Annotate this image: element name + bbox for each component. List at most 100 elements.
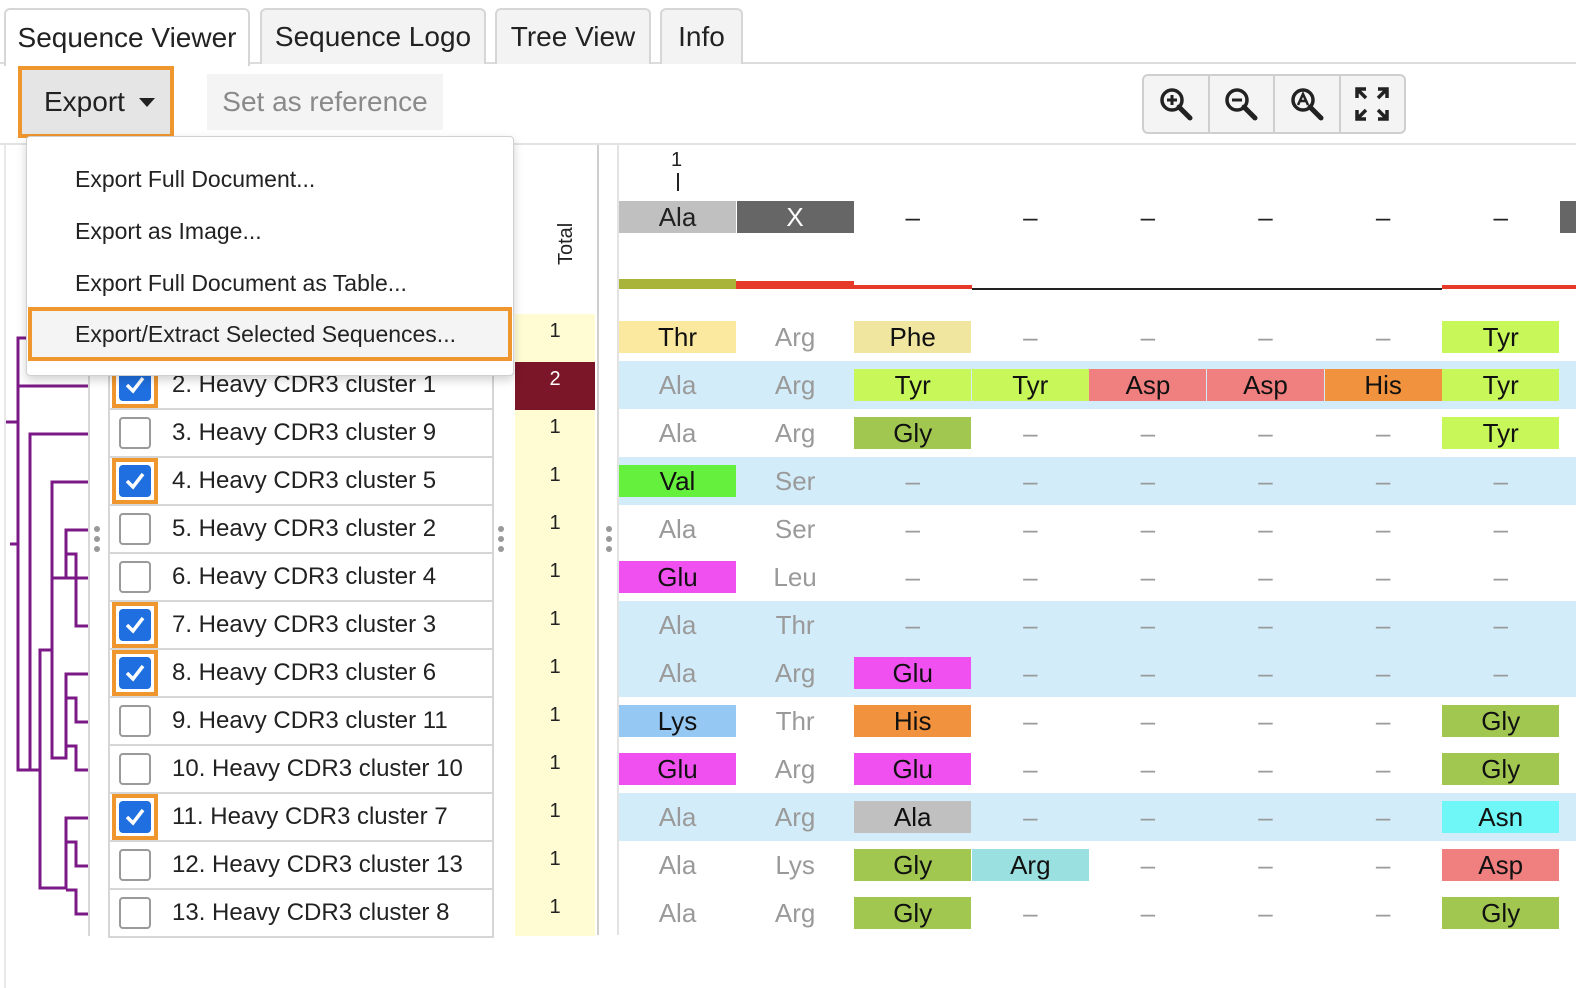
residue-cell[interactable]: Gly xyxy=(854,417,972,449)
residue-cell[interactable]: Asp xyxy=(1207,369,1324,401)
residue-cell[interactable]: Ser xyxy=(774,465,816,496)
residue-cell[interactable]: – xyxy=(1258,801,1273,832)
zoom-out-button[interactable] xyxy=(1210,76,1275,132)
residue-cell[interactable]: – xyxy=(1493,513,1508,544)
residue-cell[interactable]: – xyxy=(1493,609,1508,640)
sequence-row[interactable]: 4. Heavy CDR3 cluster 5 xyxy=(108,458,494,506)
residue-cell[interactable]: Gly xyxy=(854,897,972,929)
sequence-checkbox[interactable] xyxy=(119,417,151,449)
residue-cell[interactable]: – xyxy=(1258,561,1273,592)
residue-cell[interactable]: Ala xyxy=(658,369,697,400)
sequence-checkbox[interactable] xyxy=(119,513,151,545)
residue-cell[interactable]: – xyxy=(1258,657,1273,688)
tab-sequence-logo[interactable]: Sequence Logo xyxy=(260,8,486,64)
sequence-checkbox[interactable] xyxy=(119,801,151,833)
residue-cell[interactable]: Arg xyxy=(971,849,1089,881)
residue-cell[interactable]: – xyxy=(1493,657,1508,688)
residue-cell[interactable]: – xyxy=(1375,513,1391,544)
residue-cell[interactable]: Arg xyxy=(774,753,816,784)
residue-cell[interactable]: – xyxy=(1258,513,1273,544)
residue-cell[interactable]: Val xyxy=(619,465,736,497)
residue-cell[interactable]: – xyxy=(1375,657,1391,688)
residue-cell[interactable]: – xyxy=(1258,321,1273,352)
residue-cell[interactable]: – xyxy=(1023,657,1038,688)
residue-cell[interactable]: – xyxy=(905,465,920,496)
residue-cell[interactable]: Tyr xyxy=(1442,417,1560,449)
residue-cell[interactable]: – xyxy=(1140,753,1156,784)
residue-cell[interactable]: – xyxy=(1140,897,1156,928)
sequence-row[interactable]: 3. Heavy CDR3 cluster 9 xyxy=(108,410,494,458)
residue-cell[interactable]: Glu xyxy=(854,657,972,689)
residue-cell[interactable]: Ala xyxy=(658,897,697,928)
residue-cell[interactable]: – xyxy=(1258,849,1273,880)
residue-cell[interactable]: – xyxy=(1375,897,1391,928)
residue-cell[interactable]: Glu xyxy=(619,753,736,785)
residue-cell[interactable]: – xyxy=(1258,897,1273,928)
tab-info[interactable]: Info xyxy=(660,8,743,64)
sequence-checkbox[interactable] xyxy=(119,897,151,929)
residue-cell[interactable]: Ala xyxy=(658,417,697,448)
residue-cell[interactable]: – xyxy=(905,609,920,640)
residue-cell[interactable]: – xyxy=(1375,705,1391,736)
resize-handle[interactable] xyxy=(498,526,504,556)
sequence-checkbox[interactable] xyxy=(119,705,151,737)
sequence-checkbox[interactable] xyxy=(119,561,151,593)
residue-cell[interactable]: Asn xyxy=(1442,801,1560,833)
residue-cell[interactable]: – xyxy=(1258,753,1273,784)
residue-cell[interactable]: Thr xyxy=(775,609,815,640)
residue-cell[interactable]: – xyxy=(1140,417,1156,448)
residue-cell[interactable]: Arg xyxy=(774,369,816,400)
sequence-checkbox[interactable] xyxy=(119,465,151,497)
residue-cell[interactable]: Arg xyxy=(774,657,816,688)
residue-cell[interactable]: Arg xyxy=(774,801,816,832)
tab-sequence-viewer[interactable]: Sequence Viewer xyxy=(4,8,250,66)
residue-cell[interactable]: Gly xyxy=(1442,897,1560,929)
residue-cell[interactable]: – xyxy=(1258,465,1273,496)
export-button[interactable]: Export xyxy=(18,66,174,138)
residue-cell[interactable]: – xyxy=(1375,801,1391,832)
residue-cell[interactable]: – xyxy=(1375,753,1391,784)
residue-cell[interactable]: Tyr xyxy=(1442,369,1560,401)
residue-cell[interactable]: Gly xyxy=(854,849,972,881)
sequence-checkbox[interactable] xyxy=(119,657,151,689)
residue-cell[interactable]: – xyxy=(1493,561,1508,592)
sequence-row[interactable]: 12. Heavy CDR3 cluster 13 xyxy=(108,842,494,890)
residue-cell[interactable]: Asp xyxy=(1089,369,1207,401)
residue-cell[interactable]: Ala xyxy=(658,801,697,832)
residue-cell[interactable]: – xyxy=(1140,609,1156,640)
residue-cell[interactable]: His xyxy=(854,705,972,737)
residue-cell[interactable]: Ala xyxy=(658,513,697,544)
tab-tree-view[interactable]: Tree View xyxy=(495,8,651,64)
residue-cell[interactable]: – xyxy=(1140,513,1156,544)
residue-cell[interactable]: Phe xyxy=(854,321,972,353)
residue-cell[interactable]: Gly xyxy=(1442,705,1560,737)
sequence-checkbox[interactable] xyxy=(119,849,151,881)
residue-cell[interactable]: Asp xyxy=(1442,849,1560,881)
residue-cell[interactable]: – xyxy=(1375,561,1391,592)
residue-cell[interactable]: – xyxy=(1140,561,1156,592)
residue-cell[interactable]: – xyxy=(1023,609,1038,640)
residue-cell[interactable]: Thr xyxy=(775,705,815,736)
menu-item-export-full-document[interactable]: Export Full Document... xyxy=(75,165,316,192)
residue-cell[interactable]: Arg xyxy=(774,417,816,448)
residue-cell[interactable]: – xyxy=(1258,705,1273,736)
sequence-row[interactable]: 11. Heavy CDR3 cluster 7 xyxy=(108,794,494,842)
residue-cell[interactable]: Glu xyxy=(854,753,972,785)
residue-cell[interactable]: Leu xyxy=(773,561,817,592)
zoom-in-button[interactable] xyxy=(1144,76,1210,132)
residue-cell[interactable]: Tyr xyxy=(971,369,1089,401)
residue-cell[interactable]: – xyxy=(1023,705,1038,736)
set-reference-button[interactable]: Set as reference xyxy=(207,74,443,130)
sequence-row[interactable]: 7. Heavy CDR3 cluster 3 xyxy=(108,602,494,650)
residue-cell[interactable]: Tyr xyxy=(1442,321,1560,353)
residue-cell[interactable]: – xyxy=(1023,753,1038,784)
residue-cell[interactable]: – xyxy=(1023,417,1038,448)
residue-cell[interactable]: – xyxy=(1375,465,1391,496)
sequence-row[interactable]: 6. Heavy CDR3 cluster 4 xyxy=(108,554,494,602)
residue-cell[interactable]: – xyxy=(1375,849,1391,880)
residue-cell[interactable]: – xyxy=(1023,897,1038,928)
residue-cell[interactable]: – xyxy=(1375,417,1391,448)
residue-cell[interactable]: Gly xyxy=(1442,753,1560,785)
residue-cell[interactable]: Tyr xyxy=(854,369,972,401)
sequence-row[interactable]: 8. Heavy CDR3 cluster 6 xyxy=(108,650,494,698)
